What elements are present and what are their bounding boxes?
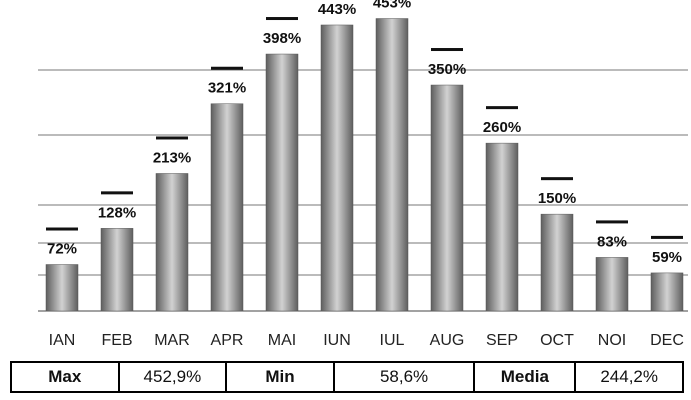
bar-value-label: 398%: [263, 30, 301, 47]
bar-marker: [46, 227, 78, 231]
x-tick-label: IAN: [49, 332, 76, 349]
bar-value-label: 150%: [538, 190, 576, 207]
x-tick-label: NOI: [598, 332, 626, 349]
min-label: Min: [225, 361, 335, 393]
x-tick-label: FEB: [101, 332, 132, 349]
x-tick-label: AUG: [430, 332, 465, 349]
bar-marker: [266, 17, 298, 21]
bar-value-label: 83%: [597, 233, 627, 250]
mean-label: Media: [473, 361, 577, 393]
bar-marker: [156, 136, 188, 140]
bar: [485, 142, 519, 312]
bar: [540, 213, 574, 312]
x-tick-label: OCT: [540, 332, 574, 349]
bar-marker: [596, 220, 628, 224]
bar-marker: [486, 106, 518, 110]
bar: [45, 264, 79, 312]
bar: [375, 18, 409, 312]
bar: [210, 103, 244, 312]
bar: [430, 84, 464, 312]
bar-marker: [101, 191, 133, 195]
bar: [650, 272, 684, 312]
bar: [595, 257, 629, 312]
bar-value-label: 128%: [98, 204, 136, 221]
bar-value-label: 443%: [318, 1, 356, 18]
bar: [320, 24, 354, 312]
bar-value-label: 72%: [47, 241, 77, 258]
bar-marker: [541, 177, 573, 181]
bar-marker: [211, 66, 243, 70]
bar-value-label: 59%: [652, 249, 682, 266]
x-tick-label: DEC: [650, 332, 684, 349]
summary-row: Max 452,9% Min 58,6% Media 244,2%: [10, 361, 684, 393]
x-tick-label: MAR: [154, 332, 190, 349]
x-tick-label: SEP: [486, 332, 518, 349]
min-value: 58,6%: [332, 361, 476, 393]
bar: [100, 228, 134, 312]
bar-value-label: 321%: [208, 80, 246, 97]
summary-table: Max 452,9% Min 58,6% Media 244,2%: [10, 361, 684, 393]
x-tick-label: IUL: [380, 332, 405, 349]
bar-value-label: 453%: [373, 0, 411, 12]
bar-value-label: 260%: [483, 119, 521, 136]
bar: [155, 173, 189, 312]
mean-value: 244,2%: [574, 361, 684, 393]
bar-value-label: 213%: [153, 149, 191, 166]
bar: [265, 53, 299, 312]
max-value: 452,9%: [117, 361, 228, 393]
bar-value-label: 350%: [428, 61, 466, 78]
x-tick-label: IUN: [323, 332, 351, 349]
bar-marker: [431, 48, 463, 52]
bar-chart: 72% 128% 213% 321% 398% 443% 453% 350% 260% 150% 8…: [38, 0, 688, 349]
max-label: Max: [10, 361, 120, 393]
bar-marker: [651, 235, 683, 239]
x-tick-label: APR: [211, 332, 244, 349]
x-tick-label: MAI: [268, 332, 296, 349]
